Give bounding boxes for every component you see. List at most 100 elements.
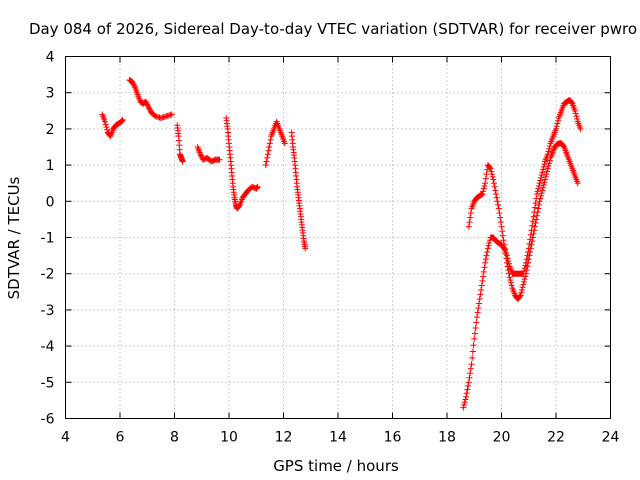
data-point bbox=[519, 284, 526, 291]
data-point bbox=[539, 187, 546, 194]
data-point bbox=[526, 252, 533, 259]
data-point bbox=[480, 185, 487, 192]
data-point bbox=[522, 273, 529, 280]
data-point bbox=[473, 314, 480, 321]
data-point bbox=[538, 172, 545, 179]
data-point bbox=[499, 228, 506, 235]
x-tick-label: 4 bbox=[61, 430, 70, 446]
data-point bbox=[573, 113, 580, 120]
data-point bbox=[540, 184, 547, 191]
data-point bbox=[503, 259, 510, 266]
data-point bbox=[550, 146, 557, 153]
data-point bbox=[530, 213, 537, 220]
data-point bbox=[254, 183, 261, 190]
data-point bbox=[525, 259, 532, 266]
x-tick-label: 12 bbox=[275, 430, 293, 446]
data-point bbox=[518, 286, 525, 293]
data-point bbox=[102, 121, 109, 128]
data-point bbox=[497, 214, 504, 221]
data-point bbox=[540, 182, 547, 189]
y-tick-labels: -6 -5 -4 -3 -2 -1 0 1 2 3 4 bbox=[41, 50, 55, 428]
data-point bbox=[546, 157, 553, 164]
data-point bbox=[501, 246, 508, 253]
data-point bbox=[484, 245, 491, 252]
y-tick-label: -2 bbox=[41, 267, 55, 283]
data-point bbox=[467, 370, 474, 377]
data-point bbox=[480, 268, 487, 275]
data-point bbox=[492, 187, 499, 194]
data-point bbox=[266, 144, 273, 150]
y-tick-label: -1 bbox=[41, 231, 55, 247]
data-point bbox=[482, 256, 489, 263]
data-point bbox=[500, 237, 507, 244]
data-point bbox=[551, 144, 558, 151]
data-point bbox=[466, 374, 473, 381]
data-point bbox=[129, 80, 136, 87]
data-point bbox=[197, 151, 204, 158]
data-point bbox=[531, 204, 538, 211]
data-point bbox=[478, 282, 485, 289]
data-point bbox=[525, 256, 532, 263]
data-point bbox=[475, 305, 482, 312]
x-tick-labels: 4 6 8 10 12 14 16 18 20 22 24 bbox=[61, 430, 619, 446]
data-point bbox=[533, 191, 540, 198]
data-point bbox=[463, 393, 470, 400]
data-point bbox=[495, 201, 502, 208]
data-point bbox=[482, 259, 489, 266]
data-point bbox=[460, 404, 467, 411]
data-point bbox=[533, 212, 540, 219]
x-tick-label: 16 bbox=[384, 430, 402, 446]
data-point bbox=[507, 277, 514, 284]
data-point bbox=[483, 252, 490, 259]
data-point bbox=[498, 223, 505, 230]
data-point bbox=[488, 171, 495, 178]
data-point bbox=[480, 188, 487, 195]
data-point bbox=[267, 136, 274, 143]
data-point bbox=[508, 279, 515, 286]
data-point bbox=[266, 140, 273, 147]
data-point bbox=[531, 223, 538, 230]
data-point bbox=[524, 263, 531, 270]
data-point bbox=[534, 209, 541, 216]
data-point bbox=[545, 163, 552, 170]
y-tick-label: 2 bbox=[46, 122, 55, 138]
data-point bbox=[542, 173, 549, 180]
data-point bbox=[470, 342, 477, 349]
data-point bbox=[506, 274, 513, 281]
data-point bbox=[574, 115, 581, 122]
data-point bbox=[537, 195, 544, 202]
data-point bbox=[508, 282, 515, 289]
data-point bbox=[281, 140, 288, 147]
data-point bbox=[546, 143, 553, 150]
y-tick-label: -4 bbox=[41, 339, 55, 355]
data-point bbox=[461, 401, 468, 408]
data-point bbox=[465, 223, 472, 230]
data-point bbox=[102, 118, 109, 125]
data-point bbox=[236, 202, 243, 209]
data-point bbox=[520, 281, 527, 288]
data-point bbox=[485, 242, 492, 249]
x-tick-label: 10 bbox=[220, 430, 238, 446]
data-point bbox=[533, 216, 540, 223]
data-point bbox=[538, 190, 545, 197]
data-point bbox=[523, 267, 530, 274]
data-point bbox=[480, 273, 487, 280]
data-point bbox=[198, 152, 205, 159]
data-points bbox=[99, 77, 584, 411]
data-point bbox=[532, 220, 539, 227]
data-point bbox=[478, 286, 485, 293]
data-point bbox=[472, 325, 479, 331]
data-point bbox=[490, 176, 497, 183]
data-point bbox=[144, 101, 151, 108]
data-point bbox=[527, 248, 534, 255]
y-axis-label: SDTVAR / TECUs bbox=[5, 176, 23, 299]
data-point bbox=[495, 205, 502, 212]
data-point bbox=[535, 182, 542, 189]
data-point bbox=[504, 263, 511, 270]
data-point bbox=[488, 168, 495, 175]
x-axis-label: GPS time / hours bbox=[273, 457, 399, 475]
data-point bbox=[546, 160, 553, 167]
data-point bbox=[482, 175, 489, 182]
data-point bbox=[568, 99, 575, 106]
data-point bbox=[572, 107, 579, 114]
